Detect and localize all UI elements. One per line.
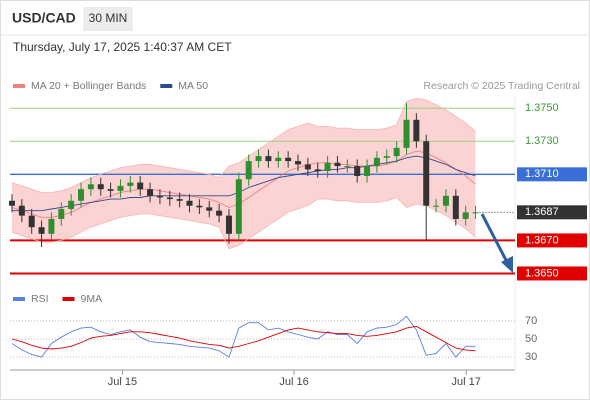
interval: 30 MIN — [89, 11, 128, 25]
candle-body — [28, 215, 35, 228]
ma-line — [12, 155, 476, 212]
candle-body — [78, 189, 85, 201]
candle-body — [216, 210, 223, 216]
candle-body — [472, 212, 479, 214]
x-tick-label: Jul 15 — [108, 376, 137, 388]
level-box — [517, 205, 587, 220]
level-box — [517, 233, 587, 248]
candle-body — [462, 212, 469, 219]
legend-swatch — [13, 297, 25, 301]
legend-swatch — [62, 297, 75, 301]
legend-label: MA 50 — [178, 80, 208, 92]
level-label: 1.3710 — [525, 168, 559, 180]
candle-body — [166, 197, 173, 200]
candle-body — [196, 205, 203, 208]
level-label: 1.3650 — [525, 267, 559, 279]
candle-body — [304, 164, 311, 170]
band-upper — [11, 97, 476, 193]
candle-body — [117, 185, 124, 191]
candle-body — [8, 200, 15, 206]
candle-body — [354, 166, 361, 176]
candle-body — [364, 166, 371, 176]
x-tick-label: Jul 16 — [279, 376, 308, 388]
candle-body — [344, 166, 351, 168]
candle-body — [413, 119, 420, 142]
candle-body — [68, 200, 75, 210]
candle-body — [442, 195, 449, 206]
candle-body — [393, 147, 400, 157]
bollinger-band — [12, 98, 476, 249]
subtitle: Thursday, July 17, 2025 1:40:37 AM CET — [13, 40, 232, 54]
candle-body — [137, 182, 144, 190]
candle-body — [265, 156, 272, 162]
forecast-arrowhead — [501, 256, 513, 273]
level-box — [517, 167, 587, 182]
candle-body — [38, 227, 45, 234]
candle-body — [225, 215, 232, 234]
candle-body — [147, 189, 154, 196]
level-label: 1.3730 — [525, 135, 559, 147]
legend-label: 9MA — [81, 293, 103, 305]
y-tick-label: 70 — [525, 315, 537, 327]
credit: Research © 2025 Trading Central — [423, 80, 580, 92]
chart-title: USD/CAD — [12, 10, 76, 26]
x-tick-label: Jul 17 — [451, 376, 480, 388]
candle-body — [423, 141, 430, 206]
candle-body — [452, 195, 459, 219]
candle-body — [255, 156, 262, 162]
candle-body — [186, 200, 193, 206]
candle-body — [87, 184, 94, 190]
level-label: 1.3750 — [525, 102, 559, 114]
series-line — [11, 325, 476, 352]
series-line — [11, 315, 476, 358]
candle-body — [383, 156, 390, 158]
candle-body — [373, 157, 380, 167]
candle-body — [58, 209, 65, 219]
level-box — [517, 266, 587, 281]
candle-body — [275, 157, 282, 162]
candle-body — [107, 189, 114, 191]
band-lower — [11, 197, 476, 250]
forecast-arrow — [480, 213, 509, 263]
ma-line — [11, 150, 476, 218]
candle-body — [206, 207, 213, 211]
candle-body — [18, 205, 25, 216]
interval-box — [83, 7, 133, 31]
level-label: 1.3670 — [525, 234, 559, 246]
candle-body — [245, 161, 252, 180]
y-tick-label: 50 — [525, 333, 537, 345]
legend-swatch — [160, 84, 173, 88]
candle-body — [127, 182, 134, 186]
candle-body — [403, 119, 410, 148]
legend-swatch — [13, 84, 25, 88]
candle-body — [433, 205, 440, 207]
candle-body — [235, 179, 242, 234]
candle-body — [334, 162, 341, 167]
candle-body — [324, 162, 331, 172]
legend-label: MA 20 + Bollinger Bands — [31, 80, 146, 92]
candle-body — [285, 157, 292, 162]
candle-body — [295, 161, 302, 165]
candle-body — [176, 199, 183, 201]
legend-label: RSI — [31, 293, 49, 305]
y-tick-label: 30 — [525, 351, 537, 363]
candle-body — [48, 218, 55, 234]
candle-body — [97, 184, 104, 190]
candle-body — [314, 169, 321, 172]
plot: MA 20 + Bollinger Bands MA 50 1.3750 1.3730… — [8, 80, 587, 388]
level-label: 1.3687 — [525, 206, 559, 218]
candle-body — [156, 195, 163, 198]
